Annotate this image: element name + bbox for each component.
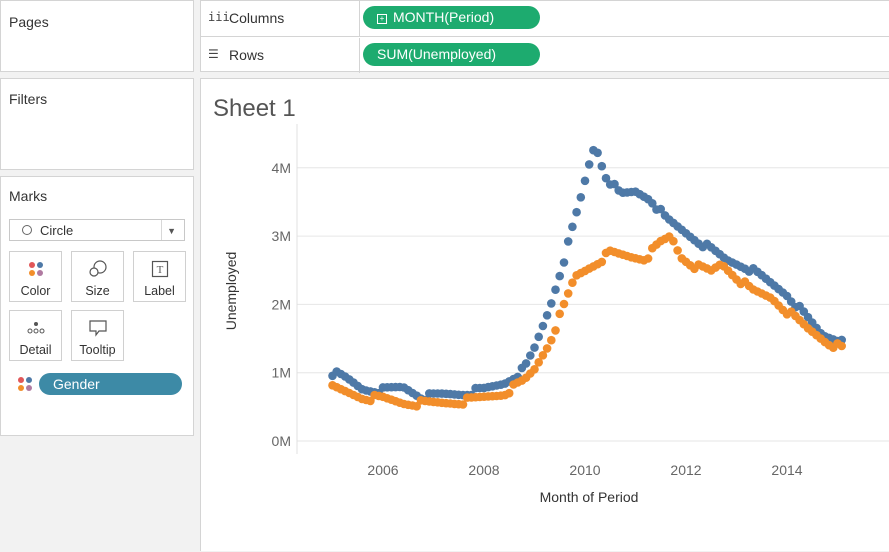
data-point[interactable]: [559, 299, 569, 309]
data-point[interactable]: [551, 285, 560, 294]
data-point[interactable]: [837, 341, 846, 351]
marks-panel: Marks Circle ▼ Color Size T: [0, 176, 194, 436]
data-point[interactable]: [656, 204, 665, 214]
x-tick-label: 2010: [569, 462, 600, 478]
detail-button[interactable]: Detail: [9, 310, 62, 361]
marks-title: Marks: [9, 188, 48, 204]
data-point[interactable]: [542, 311, 552, 320]
rows-shelf: ☰ Rows SUM(Unemployed): [201, 38, 889, 73]
rows-label-area: ☰ Rows: [201, 38, 360, 73]
data-point[interactable]: [538, 321, 548, 331]
rows-label: Rows: [229, 47, 265, 63]
size-button[interactable]: Size: [71, 251, 124, 302]
data-point[interactable]: [597, 257, 607, 267]
x-tick-label: 2008: [468, 462, 499, 478]
data-point[interactable]: [610, 179, 619, 189]
data-point[interactable]: [555, 309, 564, 319]
filters-panel[interactable]: Filters: [0, 78, 194, 170]
mark-type-value: Circle: [40, 223, 74, 238]
columns-pill[interactable]: + MONTH(Period): [363, 6, 540, 29]
chart: 0M 1M 2M 3M 4M 2006 2008 2010 2012 2014 Month of…: [223, 124, 889, 505]
color-button[interactable]: Color: [9, 251, 62, 302]
data-point[interactable]: [412, 402, 421, 411]
data-point[interactable]: [593, 148, 602, 158]
data-point[interactable]: [572, 207, 581, 217]
dropdown-divider: [161, 220, 162, 240]
data-point[interactable]: [563, 237, 573, 246]
data-point[interactable]: [534, 332, 543, 342]
rows-icon: ☰: [208, 47, 219, 61]
label-button[interactable]: T Label: [133, 251, 186, 302]
x-tick-label: 2012: [670, 462, 701, 478]
data-point[interactable]: [584, 160, 594, 169]
columns-label-area: iii Columns: [201, 1, 360, 36]
data-point[interactable]: [568, 278, 577, 287]
y-tick-label: 4M: [272, 160, 291, 176]
label-icon: T: [134, 260, 185, 278]
mark-type-dropdown[interactable]: Circle ▼: [9, 219, 185, 241]
color-field-icon: [17, 376, 33, 397]
shelves-panel: iii Columns + MONTH(Period) ☰ Rows SUM(Un…: [200, 0, 889, 73]
columns-label: Columns: [229, 10, 285, 26]
data-point[interactable]: [673, 246, 682, 255]
rows-pill[interactable]: SUM(Unemployed): [363, 43, 540, 66]
data-point[interactable]: [643, 254, 653, 263]
data-point[interactable]: [597, 161, 607, 171]
data-point[interactable]: [547, 335, 556, 345]
filters-title: Filters: [9, 91, 48, 107]
x-tick-label: 2014: [771, 462, 802, 478]
columns-pill-text: MONTH(Period): [393, 9, 495, 25]
data-point[interactable]: [563, 289, 573, 298]
tooltip-button[interactable]: Tooltip: [71, 310, 124, 361]
detail-icon: [10, 319, 61, 337]
y-tick-label: 1M: [272, 365, 291, 381]
data-point[interactable]: [648, 199, 657, 208]
data-point[interactable]: [601, 173, 611, 183]
data-point[interactable]: [547, 299, 556, 308]
data-point[interactable]: [568, 222, 577, 232]
data-point[interactable]: [555, 271, 564, 281]
label-label: Label: [144, 284, 175, 298]
tooltip-label: Tooltip: [79, 343, 116, 357]
data-point[interactable]: [458, 400, 468, 409]
pages-title: Pages: [9, 14, 49, 30]
data-point[interactable]: [504, 388, 514, 398]
circle-icon: [22, 225, 32, 235]
y-tick-label: 2M: [272, 296, 291, 312]
y-tick-label: 0M: [272, 433, 291, 449]
chevron-down-icon: ▼: [167, 226, 176, 236]
pages-panel: Pages: [0, 0, 194, 72]
data-point[interactable]: [530, 365, 539, 374]
x-tick-label: 2006: [367, 462, 398, 478]
color-label: Color: [20, 284, 51, 298]
data-point[interactable]: [669, 236, 678, 246]
data-point[interactable]: [559, 258, 569, 267]
sheet-title: Sheet 1: [213, 95, 296, 122]
color-icon: [10, 260, 61, 278]
size-icon: [72, 260, 123, 278]
data-point[interactable]: [580, 176, 590, 186]
y-axis-title: Unemployed: [223, 252, 239, 331]
tooltip-icon: [72, 319, 123, 337]
gender-pill[interactable]: Gender: [39, 373, 182, 395]
expand-icon[interactable]: +: [377, 14, 387, 24]
data-point[interactable]: [542, 344, 552, 353]
x-axis-title: Month of Period: [540, 489, 639, 505]
y-tick-label: 3M: [272, 228, 291, 244]
detail-label: Detail: [19, 343, 52, 357]
sheet-view: Sheet 1 0M 1M 2M 3M 4M 2006 2008 2010 2012 2014 …: [200, 78, 889, 551]
data-point[interactable]: [521, 359, 531, 368]
svg-text:T: T: [156, 264, 163, 276]
data-point[interactable]: [534, 358, 543, 367]
columns-shelf: iii Columns + MONTH(Period): [201, 1, 889, 37]
size-label: Size: [85, 284, 110, 298]
data-point[interactable]: [530, 343, 539, 352]
data-point[interactable]: [576, 193, 586, 202]
data-point[interactable]: [551, 326, 560, 335]
columns-icon: iii: [208, 10, 230, 24]
data-point[interactable]: [538, 351, 548, 360]
data-point[interactable]: [526, 351, 535, 360]
